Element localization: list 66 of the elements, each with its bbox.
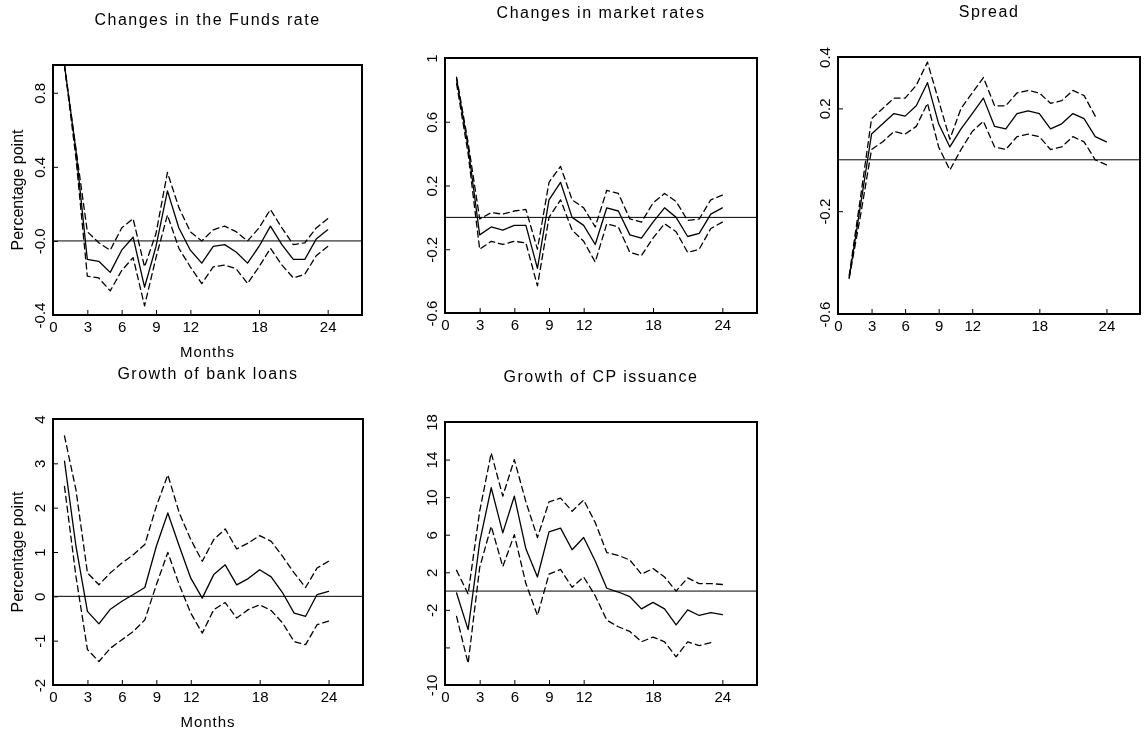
y-tick-label: 2 xyxy=(31,503,48,513)
x-tick-label: 24 xyxy=(1098,316,1116,334)
x-tick-label: 24 xyxy=(320,687,338,705)
x-tick-label: 18 xyxy=(251,317,268,335)
y-tick-label: 1 xyxy=(31,548,48,557)
y-tick-label: 6 xyxy=(423,531,440,540)
x-tick-label: 3 xyxy=(83,317,93,335)
x-tick-label: 6 xyxy=(118,687,127,705)
x-axis-title: Months xyxy=(179,343,236,360)
y-tick-label: 14 xyxy=(423,451,440,469)
x-tick-label: 12 xyxy=(182,317,200,335)
y-tick-label: 2 xyxy=(423,568,440,577)
y-tick-label: -0.6 xyxy=(423,300,440,327)
x-tick-label: 12 xyxy=(182,687,200,705)
x-tick-label: 9 xyxy=(152,317,161,335)
x-tick-label: 9 xyxy=(545,687,554,705)
x-tick-label: 12 xyxy=(575,315,593,333)
y-tick-label: 0.8 xyxy=(31,82,48,104)
x-tick-label: 18 xyxy=(645,315,662,333)
x-axis-title: Months xyxy=(180,713,236,730)
x-tick-label: 24 xyxy=(319,317,337,335)
y-tick-label: -0.6 xyxy=(816,301,833,328)
chart-title: Growth of bank loans xyxy=(117,365,299,382)
x-tick-label: 3 xyxy=(867,316,877,334)
y-tick-label: -10 xyxy=(423,674,440,697)
y-tick-label: 0 xyxy=(31,592,48,602)
y-tick-label: 1 xyxy=(423,54,440,63)
y-tick-label: 4 xyxy=(31,415,48,424)
x-tick-label: 9 xyxy=(152,687,162,705)
y-tick-label: 10 xyxy=(423,489,440,506)
y-axis-title: Percentage point xyxy=(9,490,26,613)
x-tick-label: 3 xyxy=(475,687,485,705)
y-tick-label: -0.2 xyxy=(816,198,833,225)
y-tick-label: 0.6 xyxy=(423,111,440,133)
chart-title: Changes in market rates xyxy=(496,4,706,21)
x-tick-label: 12 xyxy=(964,316,982,334)
y-tick-label: 0.4 xyxy=(31,156,48,178)
y-tick-label: -0.4 xyxy=(31,302,48,329)
y-tick-label: -2 xyxy=(31,678,48,693)
x-tick-label: 18 xyxy=(645,687,662,705)
x-tick-label: 9 xyxy=(545,315,554,333)
x-tick-label: 6 xyxy=(510,315,520,333)
x-tick-label: 6 xyxy=(117,317,127,335)
y-tick-label: 0.4 xyxy=(816,47,833,68)
y-tick-label: 3 xyxy=(31,459,48,469)
x-tick-label: 9 xyxy=(934,316,944,334)
y-tick-label: -0.2 xyxy=(423,236,440,263)
y-axis-title: Percentage point xyxy=(9,128,26,251)
y-tick-label: -1 xyxy=(31,634,48,648)
y-tick-label: 0.2 xyxy=(423,175,440,197)
x-tick-label: 24 xyxy=(714,687,732,705)
y-tick-label: -2 xyxy=(423,603,440,618)
x-tick-label: 3 xyxy=(475,315,485,333)
x-tick-label: 12 xyxy=(575,687,593,705)
x-tick-label: 18 xyxy=(251,687,269,705)
y-tick-label: 18 xyxy=(423,414,440,431)
chart-title: Spread xyxy=(958,3,1020,20)
x-tick-label: 6 xyxy=(901,316,910,334)
x-tick-label: 18 xyxy=(1031,316,1049,334)
chart-title: Changes in the Funds rate xyxy=(94,11,321,28)
y-tick-label: -0.0 xyxy=(31,228,48,255)
y-tick-label: 0.2 xyxy=(816,98,833,120)
x-tick-label: 24 xyxy=(714,315,732,333)
x-tick-label: 3 xyxy=(83,687,93,705)
chart-title: Growth of CP issuance xyxy=(503,368,699,385)
x-tick-label: 6 xyxy=(510,687,520,705)
